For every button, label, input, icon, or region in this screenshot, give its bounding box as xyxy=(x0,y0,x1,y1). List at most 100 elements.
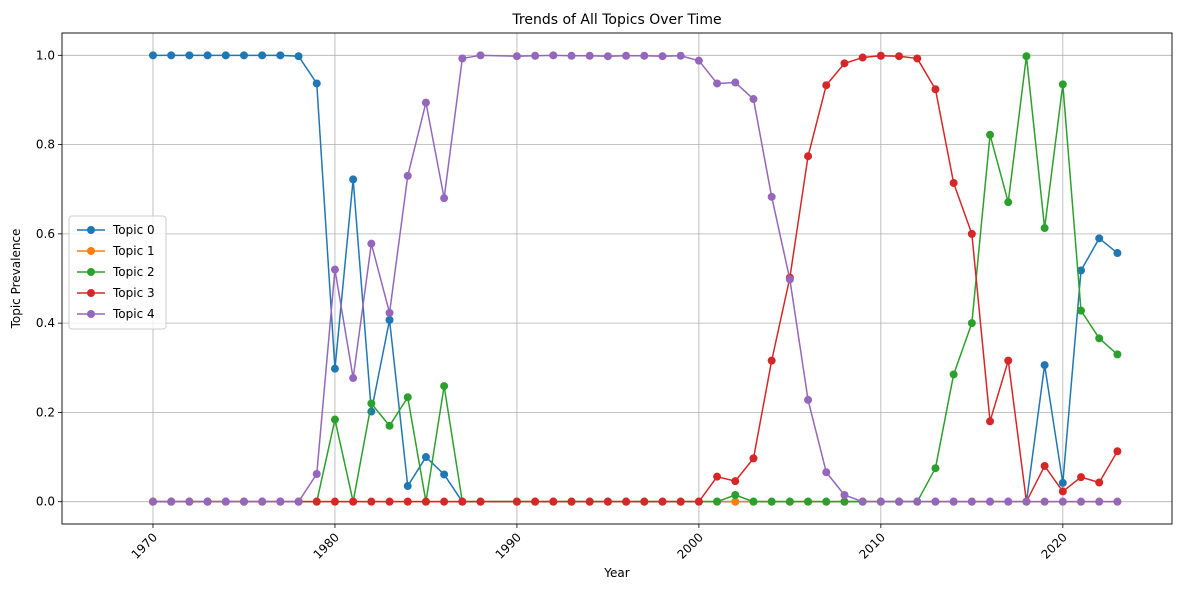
data-point xyxy=(640,51,649,60)
data-point xyxy=(258,51,267,60)
data-point xyxy=(785,497,794,506)
data-point xyxy=(476,51,485,60)
data-point xyxy=(1058,497,1067,506)
data-point xyxy=(221,51,230,60)
data-point xyxy=(585,497,594,506)
data-point xyxy=(440,194,449,203)
data-point xyxy=(367,497,376,506)
data-point xyxy=(1113,447,1122,456)
data-point xyxy=(1077,473,1086,482)
data-point xyxy=(1095,497,1104,506)
data-point xyxy=(385,316,394,325)
data-point xyxy=(1095,478,1104,487)
data-point xyxy=(749,497,758,506)
data-point xyxy=(476,497,485,506)
data-point xyxy=(367,239,376,248)
data-point xyxy=(312,497,321,506)
y-tick-label: 0.6 xyxy=(36,227,55,241)
x-tick-label: 2020 xyxy=(1038,530,1069,561)
data-point xyxy=(403,482,412,491)
data-point xyxy=(239,497,248,506)
data-point xyxy=(312,470,321,479)
data-point xyxy=(1004,198,1013,207)
data-point xyxy=(330,265,339,274)
data-point xyxy=(731,78,740,87)
legend-marker xyxy=(87,226,95,234)
data-point xyxy=(622,497,631,506)
legend-marker xyxy=(87,268,95,276)
legend-marker xyxy=(87,247,95,255)
data-point xyxy=(658,52,667,61)
x-tick-label: 2010 xyxy=(856,530,887,561)
x-tick-label: 1990 xyxy=(493,530,524,561)
data-point xyxy=(913,497,922,506)
data-point xyxy=(822,497,831,506)
data-point xyxy=(1022,52,1031,61)
data-point xyxy=(403,171,412,180)
data-point xyxy=(858,497,867,506)
legend-marker xyxy=(87,310,95,318)
data-point xyxy=(385,308,394,317)
data-point xyxy=(603,52,612,61)
data-point xyxy=(949,370,958,379)
data-point xyxy=(203,497,212,506)
series-line xyxy=(152,55,1119,503)
data-point xyxy=(804,152,813,161)
data-point xyxy=(367,399,376,408)
data-point xyxy=(330,364,339,373)
data-point xyxy=(931,497,940,506)
data-point xyxy=(385,497,394,506)
x-axis-label: Year xyxy=(603,566,629,580)
data-point xyxy=(1077,497,1086,506)
data-point xyxy=(694,497,703,506)
y-tick-label: 0.0 xyxy=(36,495,55,509)
legend-label: Topic 0 xyxy=(112,223,155,237)
data-point xyxy=(330,497,339,506)
data-point xyxy=(276,497,285,506)
legend-label: Topic 4 xyxy=(112,307,155,321)
legend: Topic 0 Topic 1 Topic 2 Topic 3 Topic 4 xyxy=(68,215,167,330)
y-tick-label: 1.0 xyxy=(36,48,55,62)
data-point xyxy=(1095,334,1104,343)
data-point xyxy=(1113,249,1122,258)
data-point xyxy=(913,54,922,63)
data-point xyxy=(349,175,358,184)
data-point xyxy=(1077,266,1086,275)
data-point xyxy=(749,95,758,104)
series-line xyxy=(152,54,1118,503)
data-point xyxy=(330,415,339,424)
data-point xyxy=(840,497,849,506)
data-point xyxy=(767,497,776,506)
data-point xyxy=(567,51,576,60)
data-point xyxy=(986,417,995,426)
data-point xyxy=(840,490,849,499)
y-axis-label: Topic Prevalence xyxy=(9,229,23,330)
data-point xyxy=(421,497,430,506)
series-layer xyxy=(148,51,1122,506)
data-point xyxy=(967,229,976,238)
legend-item: Topic 4 xyxy=(77,307,155,321)
series-line xyxy=(152,54,1118,503)
data-point xyxy=(895,52,904,61)
data-point xyxy=(1058,487,1067,496)
legend-item: Topic 1 xyxy=(77,244,155,258)
data-point xyxy=(840,59,849,68)
data-point xyxy=(512,497,521,506)
legend-box xyxy=(68,215,167,330)
data-point xyxy=(403,393,412,402)
plot-frame xyxy=(61,32,1173,525)
data-point xyxy=(713,472,722,481)
data-point xyxy=(1022,497,1031,506)
data-point xyxy=(731,497,740,506)
data-point xyxy=(658,497,667,506)
data-point xyxy=(804,497,813,506)
data-point xyxy=(421,98,430,107)
data-point xyxy=(949,178,958,187)
data-point xyxy=(1113,350,1122,359)
x-tick-label: 1970 xyxy=(129,530,160,561)
x-tick-label: 2000 xyxy=(675,530,706,561)
data-point xyxy=(876,497,885,506)
legend-item: Topic 2 xyxy=(77,265,155,279)
data-point xyxy=(1040,361,1049,370)
